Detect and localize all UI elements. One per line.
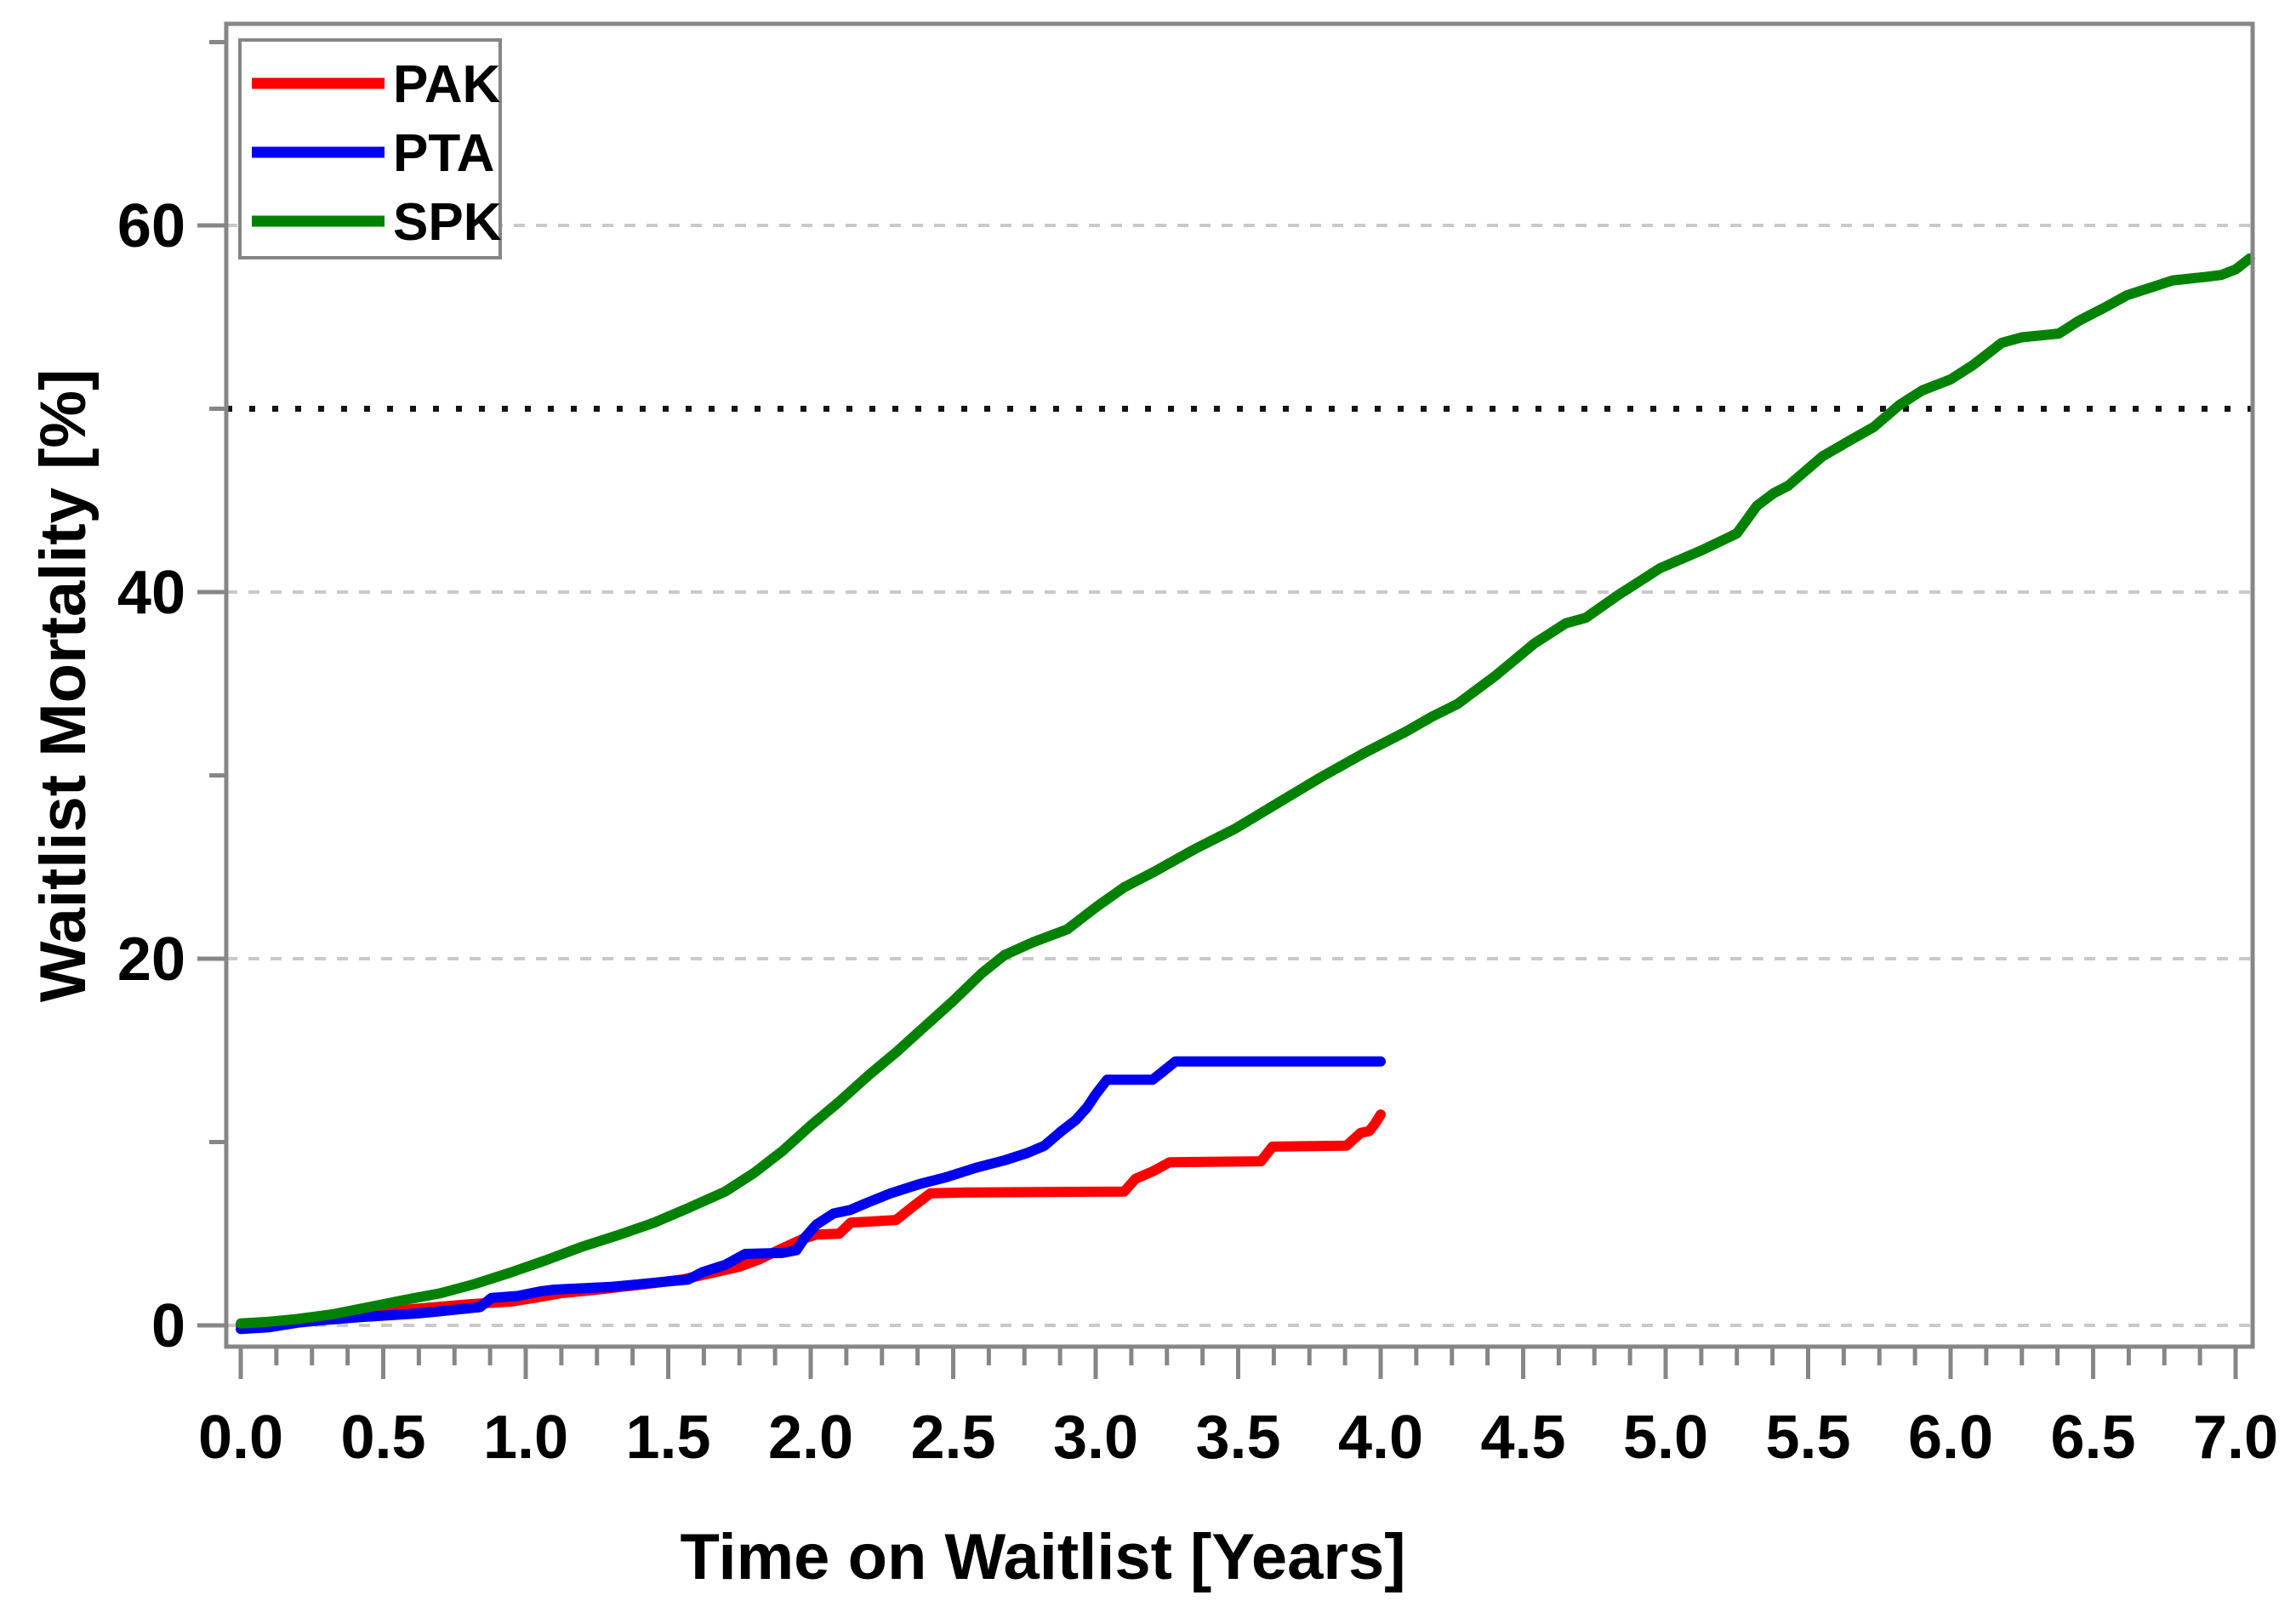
y-tick-label: 40: [117, 559, 185, 627]
x-tick-label: 2.0: [768, 1404, 853, 1472]
x-tick-label: 6.5: [2050, 1404, 2135, 1472]
legend: PAK PTA SPK: [238, 38, 502, 259]
x-tick-label: 2.5: [910, 1404, 995, 1472]
y-tick-label: 60: [117, 192, 185, 260]
y-tick-label: 0: [151, 1292, 185, 1360]
x-axis-title: Time on Waitlist [Years]: [680, 1521, 1405, 1593]
y-axis-title: Waitlist Mortality [%]: [27, 369, 100, 1003]
legend-item-pta: PTA: [252, 124, 494, 183]
y-tick-label: 20: [117, 926, 185, 994]
y-axis-ticks: [197, 40, 226, 1328]
x-tick-label: 0.5: [340, 1404, 425, 1472]
x-axis-labels: 0.0 0.5 1.0 1.5 2.0 2.5 3.0 3.5 4.0 4.5 5.0 5.5 6.0 6…: [198, 1404, 2278, 1472]
x-tick-label: 5.5: [1765, 1404, 1850, 1472]
legend-item-pak: PAK: [252, 55, 501, 114]
y-axis-labels: 0 20 40 60: [117, 192, 185, 1360]
x-tick-label: 4.5: [1480, 1404, 1565, 1472]
x-axis-ticks: [238, 1347, 2238, 1379]
x-tick-label: 5.0: [1623, 1404, 1708, 1472]
x-tick-label: 0.0: [198, 1404, 283, 1472]
x-tick-label: 1.5: [625, 1404, 710, 1472]
series-line-spk: [236, 253, 2255, 1329]
legend-label-pta: PTA: [393, 124, 494, 183]
gridlines: [226, 224, 2253, 1327]
x-tick-label: 4.0: [1338, 1404, 1423, 1472]
x-tick-label: 3.0: [1053, 1404, 1138, 1472]
legend-label-spk: SPK: [393, 193, 502, 252]
legend-item-spk: SPK: [252, 193, 502, 252]
x-tick-label: 7.0: [2193, 1404, 2278, 1472]
x-tick-label: 1.0: [483, 1404, 568, 1472]
x-tick-label: 6.0: [1908, 1404, 1993, 1472]
x-tick-label: 3.5: [1195, 1404, 1280, 1472]
series-lines: [236, 253, 2255, 1335]
legend-label-pak: PAK: [393, 55, 501, 114]
series-line-pta: [236, 1056, 1386, 1335]
